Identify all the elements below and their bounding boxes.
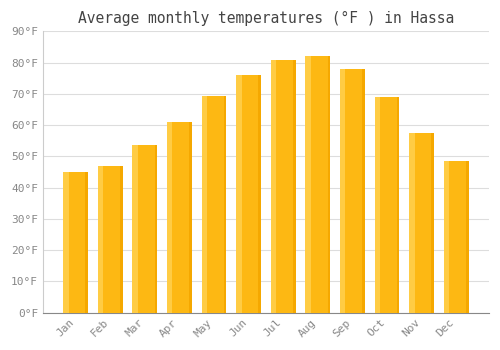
Bar [271, 60, 295, 313]
Bar [396, 97, 400, 313]
Bar [409, 133, 414, 313]
Bar [271, 60, 276, 313]
Bar [167, 122, 192, 313]
Bar [374, 97, 400, 313]
Bar [293, 60, 296, 313]
Bar [236, 75, 242, 313]
Bar [86, 172, 88, 313]
Bar [236, 75, 261, 313]
Bar [466, 161, 468, 313]
Bar [432, 133, 434, 313]
Bar [98, 166, 103, 313]
Bar [167, 122, 172, 313]
Bar [409, 133, 434, 313]
Bar [63, 172, 88, 313]
Bar [132, 146, 158, 313]
Bar [328, 56, 330, 313]
Bar [189, 122, 192, 313]
Bar [444, 161, 468, 313]
Title: Average monthly temperatures (°F ) in Hassa: Average monthly temperatures (°F ) in Ha… [78, 11, 454, 26]
Bar [132, 146, 138, 313]
Bar [63, 172, 68, 313]
Bar [340, 69, 365, 313]
Bar [202, 96, 207, 313]
Bar [202, 96, 226, 313]
Bar [154, 146, 158, 313]
Bar [306, 56, 330, 313]
Bar [340, 69, 345, 313]
Bar [374, 97, 380, 313]
Bar [224, 96, 226, 313]
Bar [258, 75, 261, 313]
Bar [362, 69, 365, 313]
Bar [306, 56, 311, 313]
Bar [98, 166, 122, 313]
Bar [444, 161, 449, 313]
Bar [120, 166, 122, 313]
